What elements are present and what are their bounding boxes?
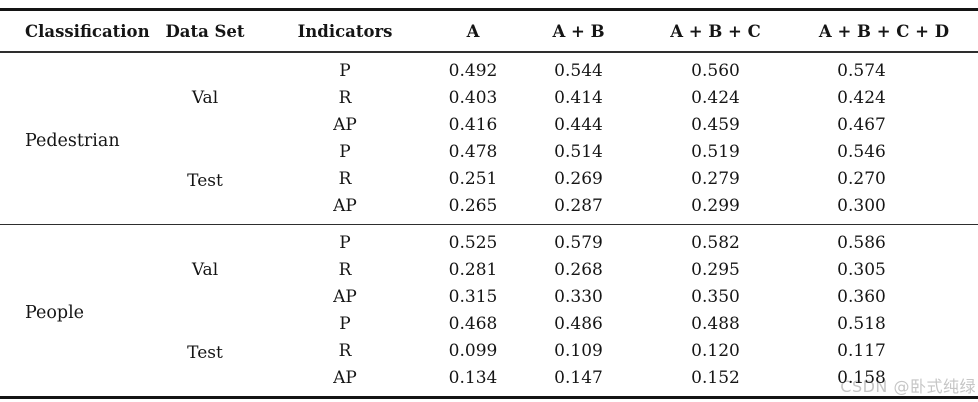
- indicator-cell: AP: [333, 114, 357, 135]
- value-cell: 0.360: [837, 286, 886, 307]
- value-cell: 0.488: [691, 313, 740, 334]
- value-cell: 0.270: [837, 168, 886, 189]
- dataset-cell: Test: [187, 343, 223, 363]
- value-cell: 0.265: [448, 195, 498, 216]
- csdn-watermark: CSDN @卧式纯绿: [840, 377, 976, 396]
- value-cell: 0.147: [554, 367, 603, 388]
- value-cell: 0.269: [554, 168, 603, 189]
- value-cell: 0.350: [691, 286, 740, 307]
- table-row: AP 0.265 0.287 0.299 0.300: [0, 192, 978, 225]
- indicator-cell: R: [338, 340, 352, 361]
- classification-cell: Pedestrian: [25, 130, 120, 151]
- value-cell: 0.416: [448, 114, 498, 135]
- value-cell: 0.546: [837, 141, 886, 162]
- value-cell: 0.518: [837, 313, 886, 334]
- results-table: Classification Data Set Indicators A A +…: [0, 8, 978, 399]
- table-row: AP 0.315 0.330 0.350 0.360: [0, 283, 978, 310]
- table-row: R 0.099 0.109 0.120 0.117: [0, 337, 978, 364]
- col-header-ab: A + B: [516, 9, 641, 53]
- value-cell: 0.315: [448, 286, 498, 307]
- indicator-cell: R: [338, 87, 352, 108]
- value-cell: 0.582: [691, 232, 740, 253]
- value-cell: 0.492: [448, 60, 498, 81]
- col-header-indicators: Indicators: [260, 9, 430, 53]
- indicator-cell: AP: [333, 286, 357, 307]
- dataset-cell: Test: [187, 171, 223, 191]
- value-cell: 0.478: [448, 141, 498, 162]
- value-cell: 0.158: [837, 367, 886, 388]
- value-cell: 0.330: [554, 286, 603, 307]
- value-cell: 0.403: [448, 87, 498, 108]
- value-cell: 0.134: [448, 367, 498, 388]
- table-row: AP 0.416 0.444 0.459 0.467: [0, 111, 978, 138]
- value-cell: 0.459: [691, 114, 740, 135]
- table-row: R 0.403 0.414 0.424 0.424: [0, 84, 978, 111]
- col-header-abc: A + B + C: [641, 9, 790, 53]
- col-header-classification: Classification: [0, 9, 150, 53]
- indicator-cell: P: [339, 232, 351, 253]
- value-cell: 0.268: [554, 259, 603, 280]
- value-cell: 0.300: [837, 195, 886, 216]
- dataset-cell: Val: [191, 259, 219, 280]
- value-cell: 0.560: [691, 60, 740, 81]
- value-cell: 0.544: [554, 60, 603, 81]
- value-cell: 0.299: [691, 195, 740, 216]
- section-people: People Val P 0.525 0.579 0.582 0.586 R 0…: [0, 224, 978, 398]
- indicator-cell: AP: [333, 367, 357, 388]
- indicator-cell: R: [338, 168, 352, 189]
- value-cell: 0.514: [554, 141, 603, 162]
- value-cell: 0.099: [448, 340, 498, 361]
- value-cell: 0.251: [448, 168, 498, 189]
- indicator-cell: AP: [333, 195, 357, 216]
- value-cell: 0.152: [691, 367, 740, 388]
- indicator-cell: P: [339, 141, 351, 162]
- value-cell: 0.424: [837, 87, 886, 108]
- value-cell: 0.414: [554, 87, 603, 108]
- value-cell: 0.467: [837, 114, 886, 135]
- col-header-dataset: Data Set: [150, 9, 260, 53]
- table-row: Pedestrian Val P 0.492 0.544 0.560 0.574: [0, 52, 978, 151]
- value-cell: 0.305: [837, 259, 886, 280]
- value-cell: 0.579: [554, 232, 603, 253]
- value-cell: 0.279: [691, 168, 740, 189]
- value-cell: 0.486: [554, 313, 603, 334]
- table-row: Test P 0.468 0.486 0.488 0.518: [0, 310, 978, 364]
- value-cell: 0.574: [837, 60, 886, 81]
- value-cell: 0.287: [554, 195, 603, 216]
- table-row: AP 0.134 0.147 0.152 0.158: [0, 364, 978, 398]
- value-cell: 0.120: [691, 340, 740, 361]
- value-cell: 0.424: [691, 87, 740, 108]
- value-cell: 0.525: [448, 232, 498, 253]
- table-row: R 0.281 0.268 0.295 0.305: [0, 256, 978, 283]
- table-header: Classification Data Set Indicators A A +…: [0, 9, 978, 53]
- indicator-cell: P: [339, 313, 351, 334]
- value-cell: 0.586: [837, 232, 886, 253]
- value-cell: 0.109: [554, 340, 603, 361]
- value-cell: 0.295: [691, 259, 740, 280]
- value-cell: 0.468: [448, 313, 498, 334]
- table-row: Test P 0.478 0.514 0.519 0.546: [0, 138, 978, 192]
- col-header-a: A: [430, 9, 516, 53]
- value-cell: 0.281: [448, 259, 498, 280]
- value-cell: 0.519: [691, 141, 740, 162]
- indicator-cell: R: [338, 259, 352, 280]
- header-row: Classification Data Set Indicators A A +…: [0, 9, 978, 53]
- col-header-abcd: A + B + C + D: [790, 9, 978, 53]
- dataset-cell: Val: [191, 87, 219, 108]
- classification-cell: People: [25, 302, 85, 323]
- indicator-cell: P: [339, 60, 351, 81]
- value-cell: 0.444: [554, 114, 603, 135]
- table-row: R 0.251 0.269 0.279 0.270: [0, 165, 978, 192]
- section-pedestrian: Pedestrian Val P 0.492 0.544 0.560 0.574…: [0, 52, 978, 225]
- value-cell: 0.117: [837, 340, 886, 361]
- table-row: People Val P 0.525 0.579 0.582 0.586: [0, 225, 978, 323]
